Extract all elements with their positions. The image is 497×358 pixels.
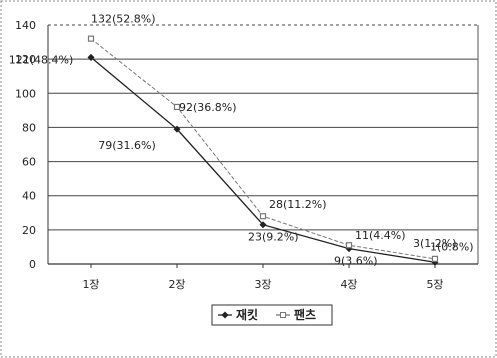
data-label: 28(11.2%) <box>269 198 327 211</box>
data-label: 121(48.4%) <box>9 53 74 66</box>
data-label: 1(0.8%) <box>430 240 474 253</box>
legend: 재킷 팬츠 <box>211 304 333 326</box>
data-point <box>87 35 95 42</box>
y-tick-label: 100 <box>15 87 36 100</box>
x-tick-label: 5장 <box>426 278 443 291</box>
data-label: 79(31.6%) <box>98 139 156 152</box>
y-tick-label: 20 <box>22 224 36 237</box>
legend-label: 재킷 <box>236 307 258 322</box>
series-group <box>87 35 439 266</box>
y-tick-label: 0 <box>29 258 36 271</box>
data-point <box>345 242 353 249</box>
x-tick-label: 1장 <box>82 278 99 291</box>
data-labels: 121(48.4%) 79(31.6%) 23(9.2%) 9(3.6%) 1(0.8%… <box>9 13 474 268</box>
y-tick-label: 80 <box>22 121 36 134</box>
y-tick-label: 140 <box>15 19 36 32</box>
legend-box <box>211 304 333 326</box>
x-tick-label: 2장 <box>168 278 185 291</box>
grid-lines <box>48 24 478 265</box>
y-tick-label: 60 <box>22 156 36 169</box>
data-label: 9(3.6%) <box>334 255 378 268</box>
legend-marker <box>221 311 229 319</box>
y-tick-label: 120 <box>15 53 36 66</box>
legend-label: 팬츠 <box>294 307 316 322</box>
data-label: 3(1.2%) <box>413 237 457 250</box>
data-point <box>431 255 439 262</box>
data-label: 132(52.8%) <box>91 13 156 26</box>
x-tick-label: 3장 <box>254 278 271 291</box>
data-point <box>259 213 267 220</box>
data-point <box>173 125 181 133</box>
data-label: 23(9.2%) <box>248 231 299 244</box>
x-tick-label: 4장 <box>340 278 357 291</box>
data-point <box>259 221 267 229</box>
data-label: 92(36.8%) <box>179 101 237 114</box>
data-label: 11(4.4%) <box>355 229 406 242</box>
y-axis: 0 20 40 60 80 100 120 140 <box>15 19 479 271</box>
data-point <box>173 103 181 111</box>
y-tick-label: 40 <box>22 190 36 203</box>
x-axis: 1장 2장 3장 4장 5장 <box>82 264 444 291</box>
legend-marker <box>280 312 286 318</box>
